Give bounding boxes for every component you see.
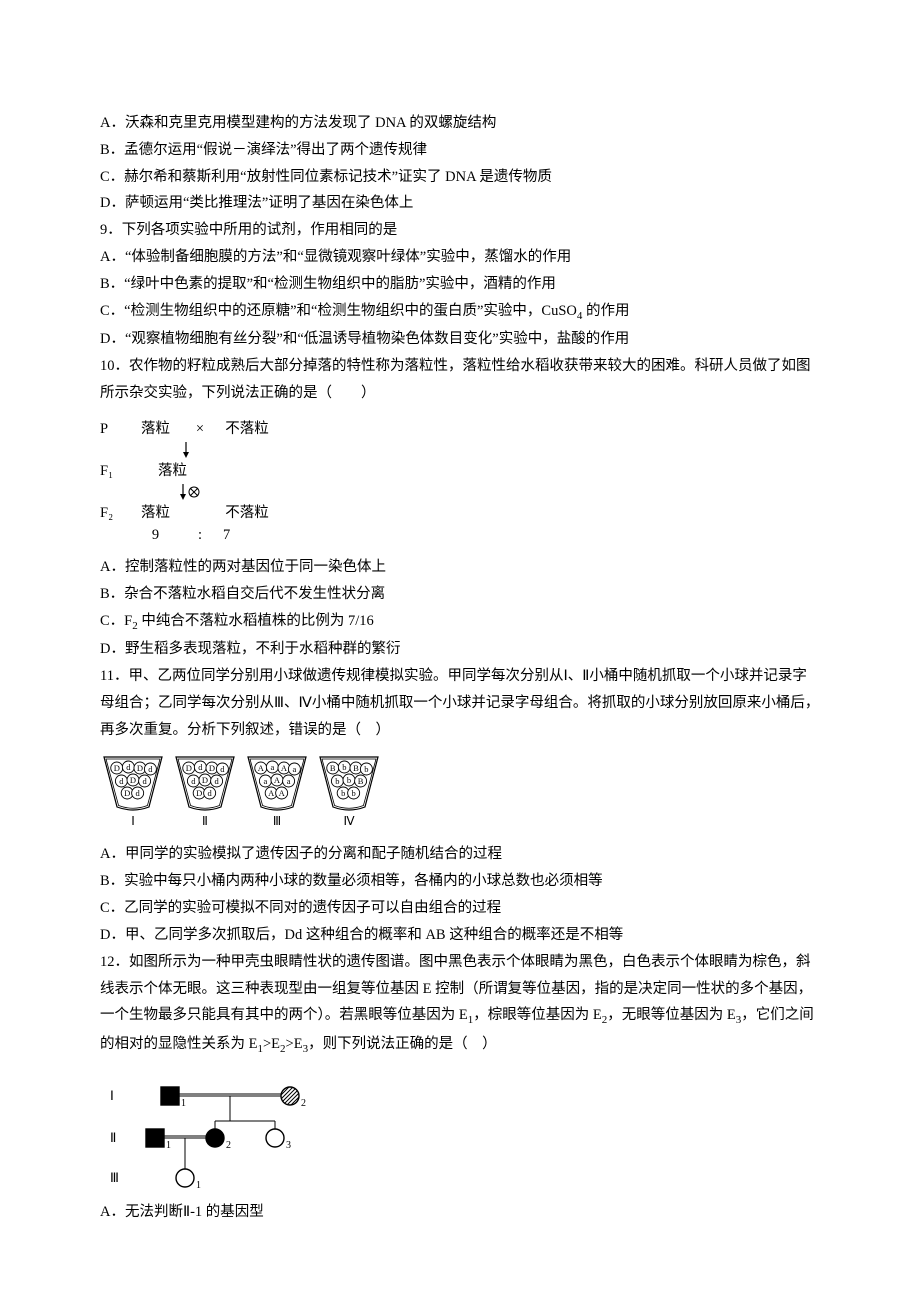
- svg-text:d: d: [191, 776, 196, 786]
- cross-f2-left: 落粒: [128, 502, 183, 524]
- q8-option-b: B．孟德尔运用“假说－演绎法”得出了两个遗传规律: [100, 137, 820, 164]
- svg-text:A: A: [274, 775, 281, 785]
- q9-stem: 9．下列各项实验中所用的试剂，作用相同的是: [100, 217, 820, 244]
- svg-text:a: a: [264, 776, 268, 786]
- cross-f2-right: 不落粒: [217, 502, 277, 524]
- q12-stem-mid1: ，棕眼等位基因为 E: [473, 1007, 601, 1023]
- svg-text:b: b: [342, 762, 346, 772]
- svg-text:Ⅱ: Ⅱ: [202, 814, 208, 828]
- q10-option-c-pre: C．F: [100, 613, 132, 629]
- svg-text:Ⅱ: Ⅱ: [110, 1130, 116, 1145]
- svg-text:D: D: [209, 763, 215, 773]
- svg-text:D: D: [124, 788, 130, 798]
- q10-option-c: C．F2 中纯合不落粒水稻植株的比例为 7/16: [100, 608, 820, 636]
- q12-option-a: A．无法判断Ⅱ-1 的基因型: [100, 1199, 820, 1226]
- q9-option-c-post: 的作用: [582, 303, 629, 319]
- cross-ratio-left: 9: [128, 524, 183, 546]
- svg-text:D: D: [130, 775, 136, 785]
- svg-text:A: A: [281, 763, 288, 773]
- q9-option-a: A．“体验制备细胞膜的方法”和“显微镜观察叶绿体”实验中，蒸馏水的作用: [100, 244, 820, 271]
- svg-text:b: b: [335, 776, 339, 786]
- svg-text:b: b: [352, 788, 356, 798]
- svg-text:1: 1: [196, 1180, 201, 1191]
- q9-option-c: C．“检测生物组织中的还原糖”和“检测生物组织中的蛋白质”实验中，CuSO4 的…: [100, 298, 820, 326]
- svg-text:D: D: [196, 788, 202, 798]
- cross-p-mid: ×: [183, 418, 217, 440]
- svg-text:A: A: [258, 763, 265, 773]
- cross-p-right: 不落粒: [217, 418, 277, 440]
- q12-stem-mid2: ，无眼等位基因为 E: [607, 1007, 735, 1023]
- q12-stem: 12．如图所示为一种甲壳虫眼睛性状的遗传图谱。图中黑色表示个体眼睛为黑色，白色表…: [100, 949, 820, 1059]
- svg-text:3: 3: [286, 1140, 291, 1151]
- svg-text:d: d: [136, 788, 141, 798]
- svg-text:d: d: [208, 788, 213, 798]
- svg-text:B: B: [358, 776, 364, 786]
- svg-text:b: b: [341, 788, 345, 798]
- q8-option-d: D．萨顿运用“类比推理法”证明了基因在染色体上: [100, 190, 820, 217]
- svg-text:1: 1: [181, 1098, 186, 1109]
- q9-option-c-pre: C．“检测生物组织中的还原糖”和“检测生物组织中的蛋白质”实验中，CuSO: [100, 303, 577, 319]
- svg-text:d: d: [126, 762, 131, 772]
- svg-text:d: d: [214, 776, 219, 786]
- q10-option-a: A．控制落粒性的两对基因位于同一染色体上: [100, 554, 820, 581]
- q11-option-a: A．甲同学的实验模拟了遗传因子的分离和配子随机结合的过程: [100, 841, 820, 868]
- svg-text:Ⅲ: Ⅲ: [110, 1170, 119, 1185]
- q11-buckets-figure: DdDddDdDdⅠDdDddDdDdⅡAaAaaAaAAⅢBbBbbbBbbⅣ: [100, 753, 820, 833]
- svg-text:Ⅰ: Ⅰ: [110, 1088, 114, 1103]
- q10-cross-diagram: P 落粒 × 不落粒 F₁ 落粒 F₂ 落粒: [100, 418, 820, 546]
- svg-text:a: a: [287, 776, 291, 786]
- svg-text:a: a: [270, 762, 274, 772]
- svg-text:d: d: [142, 776, 147, 786]
- q10-stem: 10．农作物的籽粒成熟后大部分掉落的特性称为落粒性，落粒性给水稻收获带来较大的困…: [100, 353, 820, 407]
- svg-text:d: d: [119, 776, 124, 786]
- q12-stem-gt2: >E: [286, 1036, 303, 1052]
- svg-text:Ⅲ: Ⅲ: [273, 814, 281, 828]
- svg-text:d: d: [148, 764, 153, 774]
- svg-text:2: 2: [301, 1098, 306, 1109]
- cross-ratio-sep: :: [183, 524, 217, 546]
- q11-option-d: D．甲、乙同学多次抓取后，Dd 这种组合的概率和 AB 这种组合的概率还是不相等: [100, 922, 820, 949]
- q11-stem: 11．甲、乙两位同学分别用小球做遗传规律模拟实验。甲同学每次分别从Ⅰ、Ⅱ小桶中随…: [100, 663, 820, 743]
- svg-text:B: B: [353, 763, 359, 773]
- svg-text:a: a: [293, 764, 297, 774]
- cross-f1-center: 落粒: [128, 460, 217, 482]
- arrow-down-self-icon: [128, 482, 217, 502]
- q12-stem-post: ，则下列说法正确的是（ ）: [308, 1036, 497, 1052]
- svg-text:D: D: [114, 763, 120, 773]
- cross-p-left: 落粒: [128, 418, 183, 440]
- svg-text:D: D: [137, 763, 143, 773]
- cross-f2-label: F₂: [100, 502, 128, 524]
- svg-text:Ⅰ: Ⅰ: [131, 814, 135, 828]
- arrow-down-icon: [128, 440, 217, 460]
- q10-option-c-post: 中纯合不落粒水稻植株的比例为 7/16: [138, 613, 374, 629]
- svg-text:D: D: [202, 775, 208, 785]
- svg-text:2: 2: [226, 1140, 231, 1151]
- q9-option-d: D．“观察植物细胞有丝分裂”和“低温诱导植物染色体数目变化”实验中，盐酸的作用: [100, 326, 820, 353]
- svg-text:A: A: [279, 788, 286, 798]
- q10-option-d: D．野生稻多表现落粒，不利于水稻种群的繁衍: [100, 636, 820, 663]
- q11-option-b: B．实验中每只小桶内两种小球的数量必须相等，各桶内的小球总数也必须相等: [100, 868, 820, 895]
- q11-option-c: C．乙同学的实验可模拟不同对的遗传因子可以自由组合的过程: [100, 895, 820, 922]
- q9-option-b: B．“绿叶中色素的提取”和“检测生物组织中的脂肪”实验中，酒精的作用: [100, 271, 820, 298]
- cross-f1-label: F₁: [100, 460, 128, 482]
- q12-stem-gt1: >E: [263, 1036, 280, 1052]
- cross-p-label: P: [100, 418, 128, 440]
- svg-text:D: D: [186, 763, 192, 773]
- svg-text:d: d: [220, 764, 225, 774]
- svg-text:1: 1: [166, 1140, 171, 1151]
- svg-text:b: b: [347, 775, 351, 785]
- q8-option-c: C．赫尔希和蔡斯利用“放射性同位素标记技术”证实了 DNA 是遗传物质: [100, 164, 820, 191]
- svg-text:B: B: [330, 763, 336, 773]
- svg-text:d: d: [198, 762, 203, 772]
- svg-text:A: A: [268, 788, 275, 798]
- q8-option-a: A．沃森和克里克用模型建构的方法发现了 DNA 的双螺旋结构: [100, 110, 820, 137]
- svg-text:Ⅳ: Ⅳ: [343, 814, 354, 828]
- cross-ratio-right: 7: [217, 524, 277, 546]
- q10-option-b: B．杂合不落粒水稻自交后代不发生性状分离: [100, 581, 820, 608]
- q12-pedigree-figure: Ⅰ Ⅱ Ⅲ 1 2 1 2 3 1: [100, 1069, 820, 1191]
- svg-text:b: b: [364, 764, 368, 774]
